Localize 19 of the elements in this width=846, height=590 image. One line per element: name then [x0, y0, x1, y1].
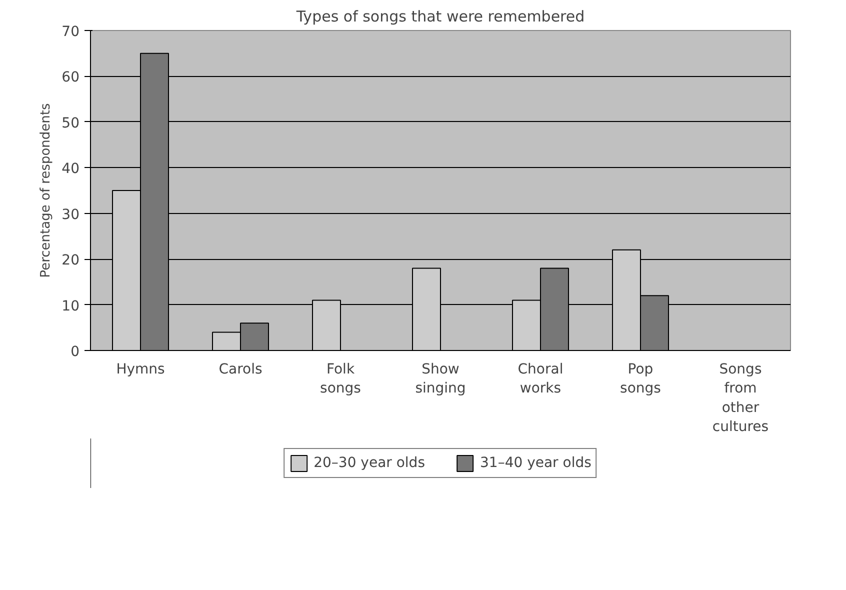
x-tick-label: Show singing	[415, 362, 466, 397]
legend-label: 31–40 year olds	[480, 455, 592, 471]
y-tick-label: 50	[62, 115, 80, 132]
chart-title: Types of songs that were remembered	[295, 8, 585, 26]
x-tick-label: Hymns	[116, 362, 165, 378]
x-tick-label: Choral works	[518, 362, 564, 397]
x-tick-label: Folk songs	[320, 362, 361, 397]
y-tick-label: 30	[62, 206, 80, 223]
x-tick-label: Carols	[218, 362, 262, 378]
y-tick-label: 0	[70, 344, 80, 360]
y-tick-label: 60	[62, 70, 80, 86]
x-tick-label: Songs from other cultures	[712, 362, 769, 436]
y-tick-label: 20	[62, 252, 80, 269]
y-axis-title: Percentage of respondents	[38, 102, 54, 278]
y-tick-label: 70	[62, 24, 80, 40]
y-tick-label: 40	[62, 161, 80, 178]
y-tick-label: 10	[62, 298, 80, 314]
legend-label: 20–30 year olds	[314, 455, 425, 471]
x-tick-label: Pop songs	[620, 362, 661, 397]
